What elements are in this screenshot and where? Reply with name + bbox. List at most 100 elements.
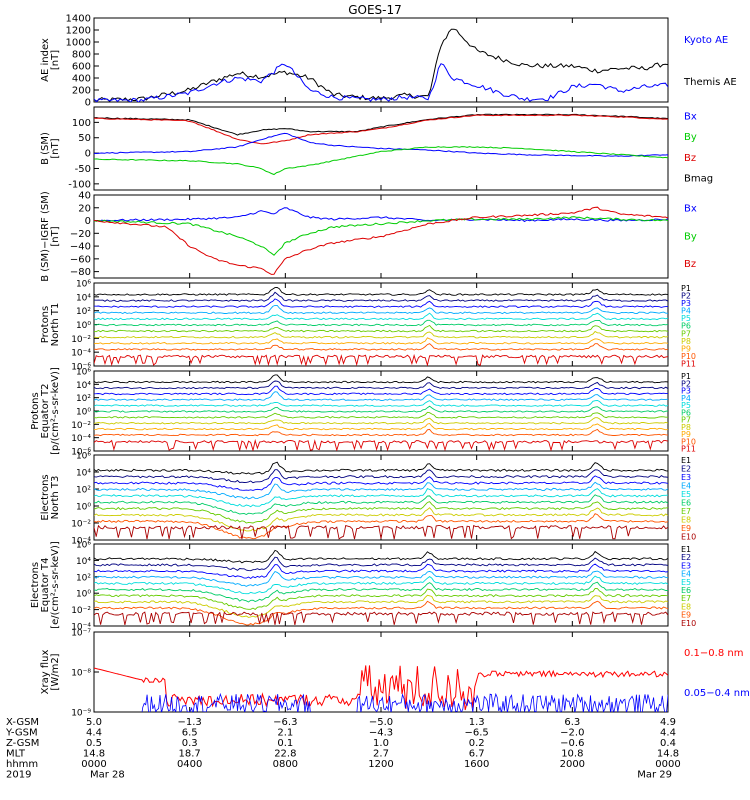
- x-axis-row-label: Y-GSM: [5, 728, 38, 739]
- series-bx-line: [94, 207, 668, 223]
- legend-item: Bmag: [684, 174, 713, 185]
- y-tick-label: 10⁶: [76, 452, 91, 462]
- panels-group: AE index [nT]1400120010008006004002000Kyo…: [30, 14, 750, 719]
- y-axis-label-line: [e/(cm²-s-sr-keV)]: [50, 541, 61, 629]
- channel-label-p7: P7: [681, 416, 691, 425]
- channel-e2-line: [94, 556, 668, 572]
- channel-e7-line: [94, 588, 668, 610]
- y-tick-label: 10⁴: [76, 293, 91, 303]
- channel-e8-line: [94, 507, 668, 532]
- x-axis-cell: 0.4: [660, 738, 676, 749]
- channel-label-p6: P6: [681, 322, 691, 331]
- x-axis-cell: 1.3: [469, 717, 485, 728]
- series-kyoto-ae-line: [94, 63, 668, 102]
- y-tick-label: −60: [70, 254, 91, 265]
- x-axis-cell: Mar 28: [90, 770, 125, 781]
- y-tick-label: 10²: [76, 307, 91, 317]
- series-group: [94, 206, 668, 275]
- channel-label-p10: P10: [681, 352, 696, 361]
- channel-label-p10: P10: [681, 437, 696, 446]
- x-axis-cell: 6.5: [182, 728, 198, 739]
- y-tick-label: -100: [68, 179, 91, 190]
- series-group: [94, 113, 668, 176]
- series-group: [94, 287, 668, 366]
- y-tick-label: 1200: [66, 26, 91, 37]
- channel-label-p9: P9: [681, 344, 691, 353]
- channel-e10-line: [94, 524, 668, 540]
- x-axis-row-label: hhmm: [6, 759, 38, 770]
- channel-e4-line: [94, 481, 668, 500]
- panel-pe: Protons Equator T2 [p/(cm²-s-sr-keV)] 10⁶ 10…: [30, 367, 696, 457]
- legend-item: 0.05−0.4 nm: [684, 688, 750, 699]
- xray-long-line: [94, 665, 668, 711]
- x-axis-cell: 0.1: [277, 738, 293, 749]
- y-axis-label-line: B (SM)−IGRF (SM): [40, 191, 51, 282]
- y-tick-label: 200: [72, 86, 91, 97]
- x-axis-cell: −4.3: [369, 728, 393, 739]
- channel-p4-line: [94, 391, 668, 401]
- y-tick-label: 800: [72, 50, 91, 61]
- x-axis-row-label: MLT: [6, 749, 26, 760]
- channel-label-e9: E9: [681, 524, 691, 533]
- channel-p7-line: [94, 324, 668, 333]
- legend-item: Bx: [684, 111, 697, 122]
- y-axis-label-line: North T1: [50, 303, 61, 347]
- channel-p1-line: [94, 287, 668, 296]
- y-axis-label-line: AE index: [40, 38, 51, 82]
- channel-p8-line: [94, 330, 668, 339]
- channel-p5-line: [94, 312, 668, 321]
- x-axis-cell: 0800: [273, 759, 298, 770]
- y-tick-label: 10⁶: [76, 280, 91, 290]
- channel-p2-line: [94, 380, 668, 390]
- series-group: [94, 665, 668, 712]
- channel-p9-line: [94, 337, 668, 345]
- x-axis-cell: −6.5: [465, 728, 489, 739]
- y-tick-label: 20: [78, 203, 91, 214]
- channel-e2-line: [94, 469, 668, 484]
- channel-p5-line: [94, 400, 668, 407]
- y-axis-label-line: [p/(cm²-s-sr-keV)]: [50, 367, 61, 455]
- channel-e1-line: [94, 549, 668, 564]
- series-group: [94, 374, 668, 451]
- y-axis-label-line: Equator T2: [40, 384, 51, 439]
- y-tick-label: 1000: [66, 38, 91, 49]
- channel-e5-line: [94, 575, 668, 595]
- y-axis-label-line: [nT]: [50, 138, 61, 158]
- channel-e5-line: [94, 488, 668, 508]
- x-axis-row-label: 2019: [6, 770, 31, 781]
- series-bmag-line: [94, 113, 668, 136]
- series-by-line: [94, 146, 668, 176]
- channel-e6-line: [94, 581, 668, 603]
- channel-label-e6: E6: [681, 586, 691, 595]
- channel-e3-line: [94, 475, 668, 491]
- y-axis-label-line: B (SM): [40, 132, 51, 165]
- panel-pn: Protons North T1 10⁶ 10⁴ 10² 10⁰ 10⁻² 10⁻⁴ 10⁻⁶ P…: [40, 280, 696, 373]
- y-axis-label-line: Protons: [40, 306, 51, 343]
- x-axis-cell: 6.3: [564, 717, 580, 728]
- channel-p1-line: [94, 374, 668, 384]
- legend-item: By: [684, 231, 697, 242]
- y-tick-label: 600: [72, 62, 91, 73]
- channel-label-e7: E7: [681, 507, 691, 516]
- y-tick-label: 10⁻⁴: [71, 349, 91, 359]
- channel-label-p11: P11: [681, 359, 696, 368]
- x-axis-cell: 4.9: [660, 717, 676, 728]
- channel-e10-line: [94, 611, 668, 625]
- y-axis-label-line: [W/m2]: [50, 653, 61, 690]
- x-axis-cell: 5.0: [86, 717, 102, 728]
- y-tick-label: 10²: [76, 573, 91, 583]
- x-axis-cell: Mar 29: [637, 770, 672, 781]
- y-tick-label: 10⁰: [76, 503, 91, 513]
- series-by-line: [94, 216, 668, 256]
- x-axis-row-label: X-GSM: [6, 717, 39, 728]
- channel-label-e2: E2: [681, 465, 691, 474]
- y-tick-label: 1400: [66, 14, 91, 25]
- figure-title: GOES-17: [348, 3, 402, 17]
- x-axis-cell: 22.8: [274, 749, 296, 760]
- y-tick-label: 10⁻⁴: [71, 537, 91, 547]
- x-axis-cell: 1600: [464, 759, 489, 770]
- y-tick-label: 0: [85, 98, 91, 109]
- x-axis-cell: 4.4: [86, 728, 102, 739]
- channel-label-p11: P11: [681, 445, 696, 454]
